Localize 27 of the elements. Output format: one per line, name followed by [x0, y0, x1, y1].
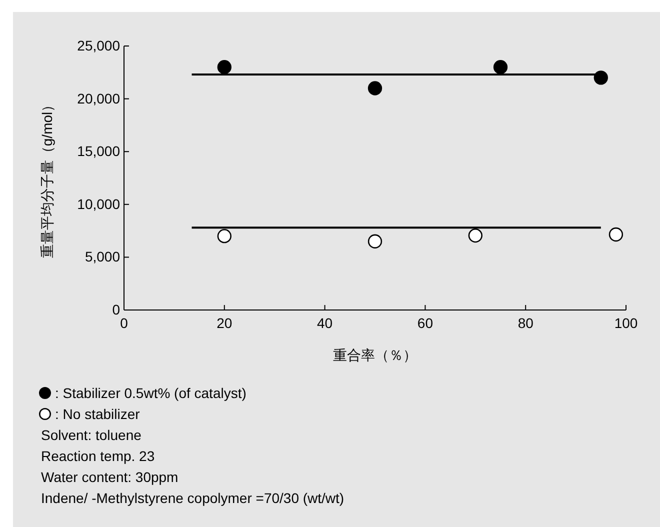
- text: Reaction temp. 23: [41, 448, 155, 464]
- text: Indene/ -Methylstyrene copolymer =70/30 (wt/wt): [41, 490, 344, 506]
- point: [594, 70, 608, 85]
- point: [608, 227, 624, 242]
- point: [368, 234, 382, 248]
- legend-label: : Stabilizer 0.5wt% (of catalyst): [55, 385, 246, 401]
- x-tick-label: 60: [417, 314, 434, 331]
- y-tick-label: 10,000: [77, 196, 120, 212]
- x-tick-label: 40: [317, 314, 333, 331]
- y-axis-title: 重量平均分子量（g/mol）: [39, 98, 55, 258]
- x-tick-label: 20: [216, 314, 232, 331]
- legend-label: : No stabilizer: [55, 406, 140, 422]
- point: [217, 229, 232, 244]
- point: [493, 60, 508, 74]
- y-tick-label: 15,000: [77, 143, 120, 160]
- point: [217, 60, 232, 74]
- x-tick-label: 100: [614, 314, 638, 331]
- point: [368, 81, 382, 96]
- x-axis-title: 重合率（％）: [333, 347, 417, 363]
- y-tick-label: 0: [112, 301, 120, 318]
- x-tick-label: 80: [518, 314, 534, 331]
- point: [468, 228, 482, 243]
- text: Solvent: toluene: [41, 427, 142, 443]
- y-tick-label: 20,000: [77, 90, 120, 106]
- y-tick-label: 5,000: [84, 248, 120, 265]
- text: Water content: 30ppm: [41, 469, 178, 485]
- y-tick-label: 25,000: [77, 37, 120, 54]
